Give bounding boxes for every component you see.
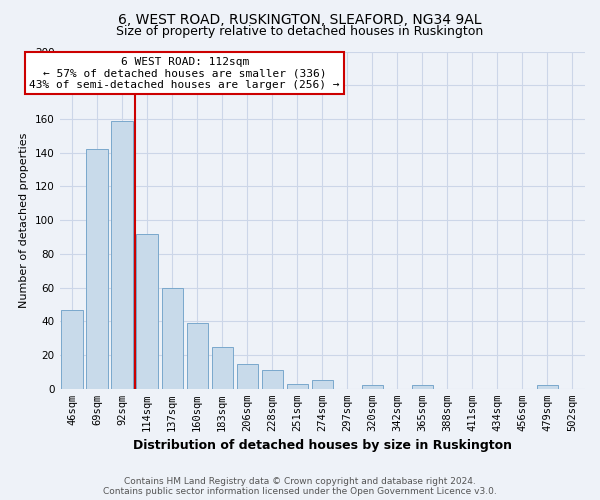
Bar [236, 364, 258, 389]
Bar [161, 288, 183, 389]
Bar [262, 370, 283, 389]
Bar [412, 386, 433, 389]
Bar [212, 346, 233, 389]
Bar [112, 120, 133, 389]
Text: Size of property relative to detached houses in Ruskington: Size of property relative to detached ho… [116, 25, 484, 38]
Y-axis label: Number of detached properties: Number of detached properties [19, 132, 29, 308]
Bar [136, 234, 158, 389]
Bar [86, 150, 108, 389]
Bar [537, 386, 558, 389]
Text: 6 WEST ROAD: 112sqm
← 57% of detached houses are smaller (336)
43% of semi-detac: 6 WEST ROAD: 112sqm ← 57% of detached ho… [29, 56, 340, 90]
Bar [287, 384, 308, 389]
Bar [187, 323, 208, 389]
X-axis label: Distribution of detached houses by size in Ruskington: Distribution of detached houses by size … [133, 440, 512, 452]
Bar [61, 310, 83, 389]
Text: Contains HM Land Registry data © Crown copyright and database right 2024.
Contai: Contains HM Land Registry data © Crown c… [103, 476, 497, 496]
Bar [362, 386, 383, 389]
Bar [311, 380, 333, 389]
Text: 6, WEST ROAD, RUSKINGTON, SLEAFORD, NG34 9AL: 6, WEST ROAD, RUSKINGTON, SLEAFORD, NG34… [118, 12, 482, 26]
